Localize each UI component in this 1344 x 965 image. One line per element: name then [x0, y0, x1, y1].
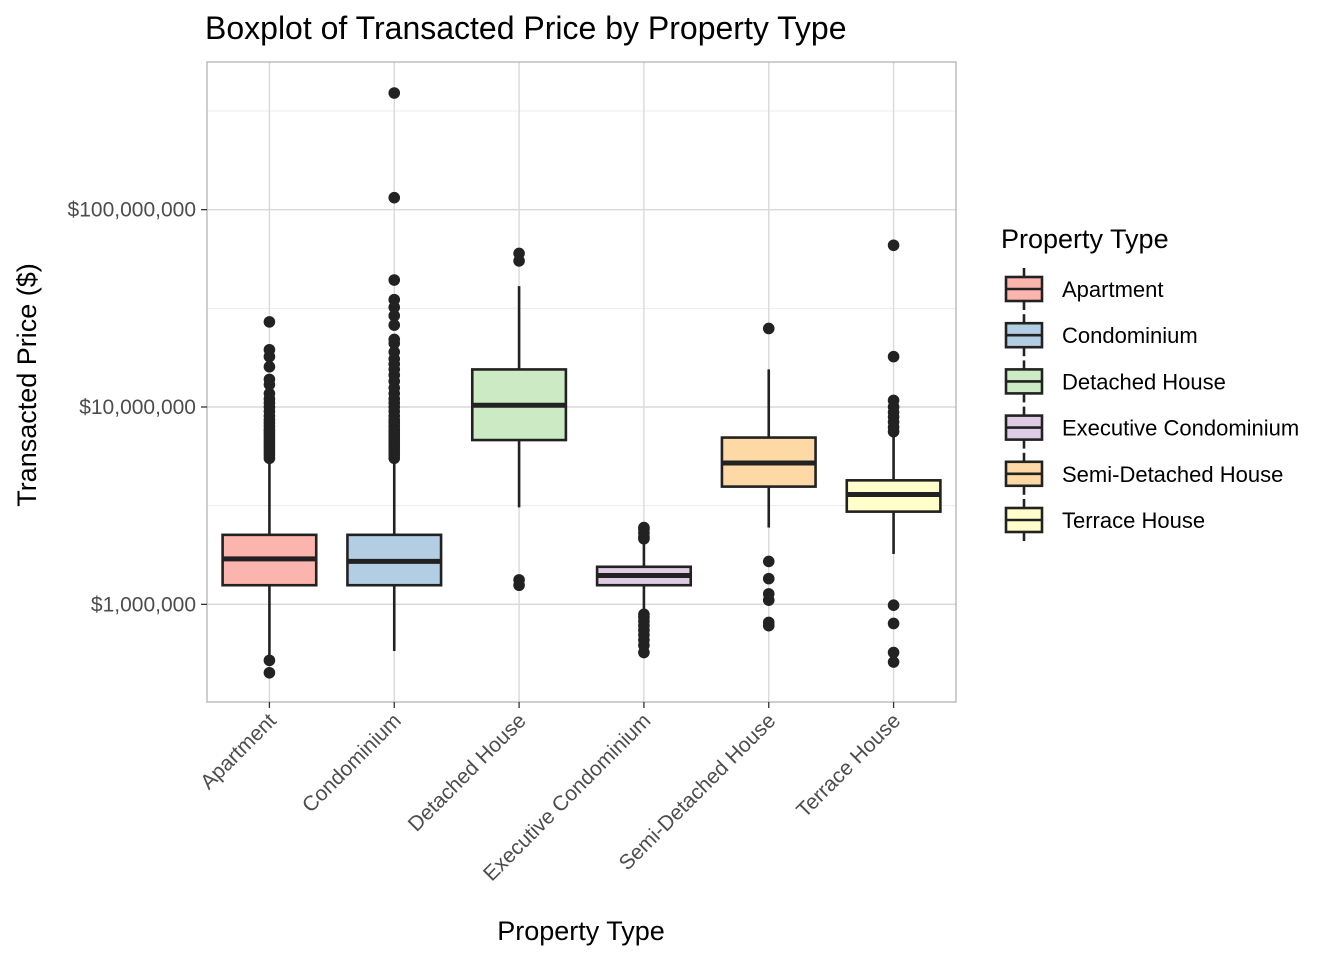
outlier-point	[388, 309, 401, 322]
legend-label: Executive Condominium	[1062, 416, 1299, 441]
outlier-point	[887, 656, 900, 668]
legend-label: Terrace House	[1062, 508, 1205, 533]
box-detached-house	[470, 247, 568, 592]
legend-item: Detached House	[1004, 360, 1226, 403]
box-apartment	[221, 316, 318, 679]
outlier-point	[388, 333, 401, 346]
legend-item: Apartment	[1004, 268, 1164, 310]
outlier-point	[388, 346, 401, 358]
y-tick-label: $100,000,000	[68, 199, 196, 222]
outlier-point	[762, 322, 775, 335]
outlier-point	[887, 394, 900, 407]
outlier-point	[887, 239, 900, 252]
outlier-point	[762, 555, 775, 568]
chart-title: Boxplot of Transacted Price by Property …	[205, 10, 847, 46]
legend-label: Semi-Detached House	[1062, 462, 1283, 487]
outlier-point	[263, 343, 276, 356]
y-tick-label: $10,000,000	[79, 396, 196, 419]
outlier-point	[263, 654, 276, 667]
outlier-point	[887, 646, 900, 659]
legend-label: Apartment	[1062, 277, 1164, 302]
legend-item: Terrace House	[1004, 499, 1205, 541]
legend-item: Executive Condominium	[1004, 406, 1299, 449]
outlier-point	[263, 387, 276, 400]
outlier-point	[388, 293, 401, 306]
legend-label: Detached House	[1062, 369, 1226, 394]
outlier-point	[388, 319, 401, 331]
outlier-point	[263, 373, 276, 386]
legend-title: Property Type	[1001, 224, 1169, 254]
outlier-point	[762, 588, 775, 600]
outlier-point	[638, 608, 650, 621]
outlier-point	[638, 521, 650, 534]
outlier-point	[762, 616, 775, 629]
outlier-point	[388, 87, 401, 99]
outlier-point	[887, 599, 900, 612]
plot-panel-border	[206, 61, 957, 703]
outlier-point	[762, 572, 775, 585]
outlier-point	[388, 191, 401, 204]
box-executive-condominium	[595, 521, 693, 659]
legend-item: Semi-Detached House	[1004, 452, 1283, 495]
outlier-point	[887, 617, 900, 630]
legend-item: Condominium	[1004, 314, 1198, 357]
outlier-point	[513, 247, 525, 260]
outlier-point	[263, 316, 276, 328]
outlier-point	[263, 360, 276, 373]
outlier-point	[887, 350, 900, 363]
y-tick-label: $1,000,000	[91, 593, 196, 616]
legend-label: Condominium	[1062, 323, 1198, 348]
outlier-point	[388, 274, 401, 286]
legend: Property Type Apartment Condominium Detach…	[1001, 224, 1299, 541]
box-terrace-house	[845, 239, 942, 668]
box-semi-detached-house	[720, 322, 817, 632]
y-axis-title: Transacted Price ($)	[12, 263, 42, 507]
box-condominium	[346, 87, 443, 652]
outlier-point	[513, 574, 525, 586]
outlier-point	[263, 666, 276, 679]
x-axis-title: Property Type	[497, 916, 665, 946]
